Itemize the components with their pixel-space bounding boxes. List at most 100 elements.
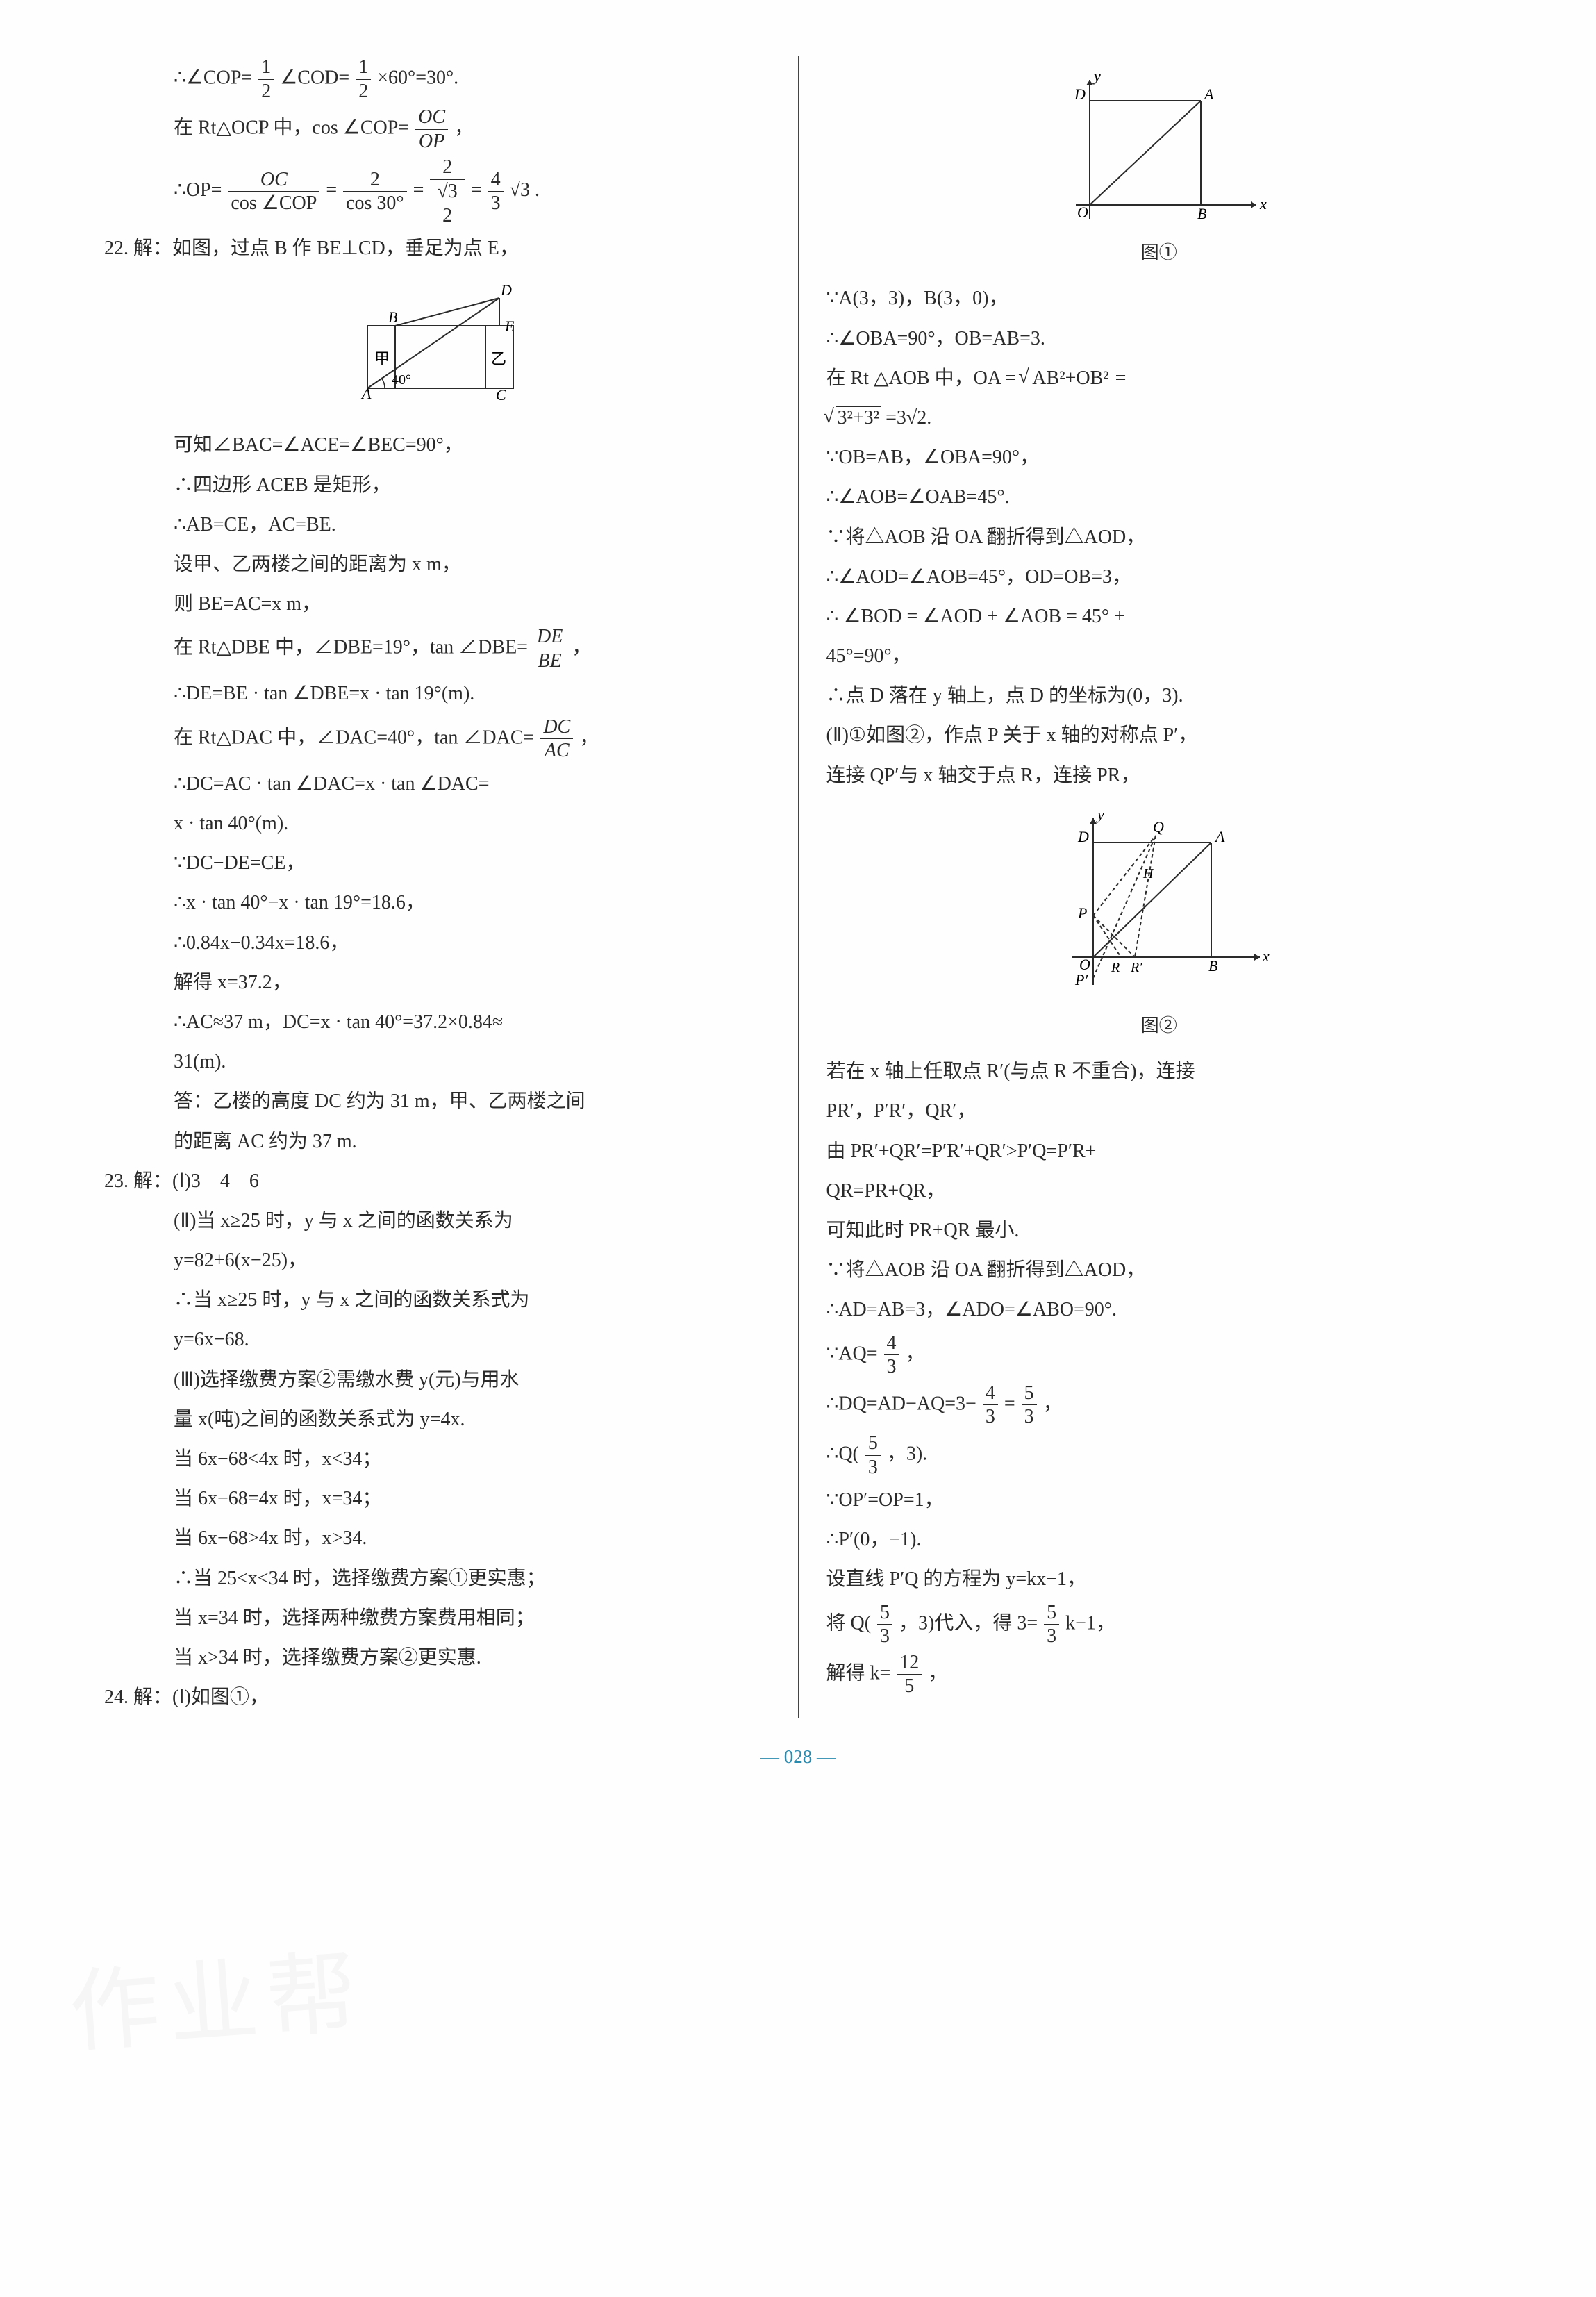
- fraction: 53: [865, 1432, 881, 1479]
- r-l17: QR=PR+QR，: [826, 1172, 1493, 1209]
- fig22-svg: A B C D E 甲 乙 40°: [319, 277, 555, 416]
- p22-l7: ∴DE=BE · tan ∠DBE=x · tan 19°(m).: [104, 675, 770, 712]
- fig1-caption: 图①: [826, 235, 1493, 269]
- svg-text:P′: P′: [1074, 971, 1088, 988]
- fraction: 43: [884, 1332, 899, 1379]
- r-l15: PR′，P′R′，QR′，: [826, 1093, 1493, 1129]
- r-l21: ∵AQ= 43 ，: [826, 1332, 1493, 1379]
- fraction: 43: [488, 168, 504, 215]
- fraction: 2 √32: [430, 156, 464, 227]
- p22-l2: ∴四边形 ACEB 是矩形，: [104, 467, 770, 504]
- r-l11: ∴点 D 落在 y 轴上，点 D 的坐标为(0，3).: [826, 677, 1493, 714]
- r-l13: 连接 QP′与 x 轴交于点 R，连接 PR，: [826, 757, 1493, 794]
- p21-cop-line: ∴∠COP= 12 ∠COD= 12 ×60°=30°.: [104, 56, 770, 103]
- p23-l6: 量 x(吨)之间的函数关系式为 y=4x.: [104, 1401, 770, 1438]
- figure-2: O A B D P P′ Q R R′ H x y 图②: [826, 804, 1493, 1043]
- svg-text:H: H: [1142, 866, 1154, 881]
- figure-1: O A B D x y 图①: [826, 66, 1493, 269]
- fraction: 12: [356, 56, 371, 103]
- text: ∴∠COP=: [174, 67, 252, 89]
- fraction: 53: [1044, 1601, 1059, 1648]
- p22-l3: ∴AB=CE，AC=BE.: [104, 506, 770, 543]
- fraction: DCAC: [540, 715, 573, 763]
- svg-text:B: B: [388, 308, 397, 326]
- p21-rt-line: 在 Rt△OCP 中，cos ∠COP= OCOP ，: [104, 106, 770, 153]
- p23-l10: ∴当 25<x<34 时，选择缴费方案①更实惠；: [104, 1560, 770, 1597]
- fraction: 125: [897, 1651, 922, 1698]
- r-l18: 可知此时 PR+QR 最小.: [826, 1212, 1493, 1249]
- svg-text:y: y: [1096, 806, 1104, 823]
- p24-label: 24. 解：(Ⅰ)如图①，: [104, 1679, 770, 1716]
- p23-label: 23. 解：(Ⅰ)3 4 6: [104, 1163, 770, 1200]
- p22-l8: 在 Rt△DAC 中，∠DAC=40°，tan ∠DAC= DCAC ，: [104, 715, 770, 763]
- fraction: 2cos 30°: [343, 168, 407, 215]
- r-l24: ∵OP′=OP=1，: [826, 1482, 1493, 1518]
- p22-l4: 设甲、乙两楼之间的距离为 x m，: [104, 546, 770, 583]
- svg-text:E: E: [504, 317, 515, 335]
- fraction: OCOP: [415, 106, 448, 153]
- p22-l11: ∵DC−DE=CE，: [104, 845, 770, 881]
- svg-text:A: A: [1203, 85, 1214, 103]
- r-l14: 若在 x 轴上任取点 R′(与点 R 不重合)，连接: [826, 1053, 1493, 1090]
- svg-text:D: D: [1074, 85, 1086, 103]
- r-l5: ∵OB=AB，∠OBA=90°，: [826, 439, 1493, 476]
- svg-text:乙: 乙: [491, 350, 506, 367]
- p22-l9: ∴DC=AC · tan ∠DAC=x · tan ∠DAC=: [104, 765, 770, 802]
- page-container: ∴∠COP= 12 ∠COD= 12 ×60°=30°. 在 Rt△OCP 中，…: [83, 56, 1513, 1718]
- fraction: OCcos ∠COP: [228, 168, 319, 215]
- r-l16: 由 PR′+QR′=P′R′+QR′>P′Q=P′R+: [826, 1133, 1493, 1170]
- fraction: 53: [877, 1601, 892, 1648]
- p22-l1: 可知∠BAC=∠ACE=∠BEC=90°，: [104, 426, 770, 463]
- r-l6: ∴∠AOB=∠OAB=45°.: [826, 479, 1493, 515]
- p22-l10: x · tan 40°(m).: [104, 805, 770, 842]
- p22-l17: 答：乙楼的高度 DC 约为 31 m，甲、乙两楼之间: [104, 1083, 770, 1120]
- p23-l1: (Ⅱ)当 x≥25 时，y 与 x 之间的函数关系为: [104, 1202, 770, 1239]
- svg-text:P: P: [1077, 904, 1087, 922]
- left-column: ∴∠COP= 12 ∠COD= 12 ×60°=30°. 在 Rt△OCP 中，…: [83, 56, 799, 1718]
- r-l28: 解得 k= 125 ，: [826, 1651, 1493, 1698]
- p23-l9: 当 6x−68>4x 时，x>34.: [104, 1520, 770, 1557]
- p23-l8: 当 6x−68=4x 时，x=34；: [104, 1480, 770, 1517]
- svg-text:A: A: [1214, 828, 1225, 845]
- r-l8: ∴∠AOD=∠AOB=45°，OD=OB=3，: [826, 558, 1493, 595]
- fraction: 12: [258, 56, 274, 103]
- r-l23: ∴Q( 53 ，3).: [826, 1432, 1493, 1479]
- p23-l7: 当 6x−68<4x 时，x<34；: [104, 1441, 770, 1477]
- right-column: O A B D x y 图① ∵A(3，3)，B(3，0)， ∴∠OBA=90°…: [799, 56, 1513, 1718]
- p22-l12: ∴x · tan 40°−x · tan 19°=18.6，: [104, 884, 770, 921]
- r-l25: ∴P′(0，−1).: [826, 1521, 1493, 1558]
- fig2-svg: O A B D P P′ Q R R′ H x y: [1045, 804, 1274, 1006]
- fig2-caption: 图②: [826, 1009, 1493, 1043]
- p23-l4: y=6x−68.: [104, 1321, 770, 1358]
- svg-text:O: O: [1077, 204, 1088, 221]
- p22-l5: 则 BE=AC=x m，: [104, 586, 770, 622]
- watermark: 作业帮: [64, 1907, 371, 2098]
- fraction: DEBE: [534, 625, 565, 672]
- r-l9: ∴ ∠BOD = ∠AOD + ∠AOB = 45° +: [826, 598, 1493, 635]
- p21-op-line: ∴OP= OCcos ∠COP = 2cos 30° = 2 √32 = 43 …: [104, 156, 770, 227]
- r-l10: 45°=90°，: [826, 638, 1493, 674]
- r-l27: 将 Q( 53 ，3)代入，得 3= 53 k−1，: [826, 1601, 1493, 1648]
- svg-text:C: C: [496, 386, 506, 404]
- p23-l2: y=82+6(x−25)，: [104, 1242, 770, 1279]
- svg-text:Q: Q: [1153, 818, 1164, 836]
- svg-text:y: y: [1092, 67, 1101, 85]
- r-l26: 设直线 P′Q 的方程为 y=kx−1，: [826, 1561, 1493, 1598]
- svg-text:B: B: [1197, 205, 1206, 222]
- p22-l13: ∴0.84x−0.34x=18.6，: [104, 924, 770, 961]
- sqrt: 3²+3²: [826, 399, 881, 436]
- svg-text:B: B: [1208, 957, 1217, 975]
- p22-l15: ∴AC≈37 m，DC=x · tan 40°=37.2×0.84≈: [104, 1004, 770, 1040]
- p23-l12: 当 x>34 时，选择缴费方案②更实惠.: [104, 1639, 770, 1676]
- page-number: — 028 —: [83, 1739, 1513, 1775]
- r-l4: 3²+3² =3√2.: [826, 399, 1493, 436]
- svg-text:甲: 甲: [374, 350, 390, 367]
- r-l7: ∵将△AOB 沿 OA 翻折得到△AOD，: [826, 519, 1493, 556]
- svg-text:D: D: [1077, 828, 1089, 845]
- svg-text:R′: R′: [1130, 960, 1142, 975]
- p23-l5: (Ⅲ)选择缴费方案②需缴水费 y(元)与用水: [104, 1361, 770, 1398]
- svg-text:x: x: [1259, 195, 1267, 213]
- svg-text:x: x: [1262, 947, 1270, 965]
- r-l20: ∴AD=AB=3，∠ADO=∠ABO=90°.: [826, 1291, 1493, 1328]
- r-l22: ∴DQ=AD−AQ=3− 43 = 53 ，: [826, 1382, 1493, 1429]
